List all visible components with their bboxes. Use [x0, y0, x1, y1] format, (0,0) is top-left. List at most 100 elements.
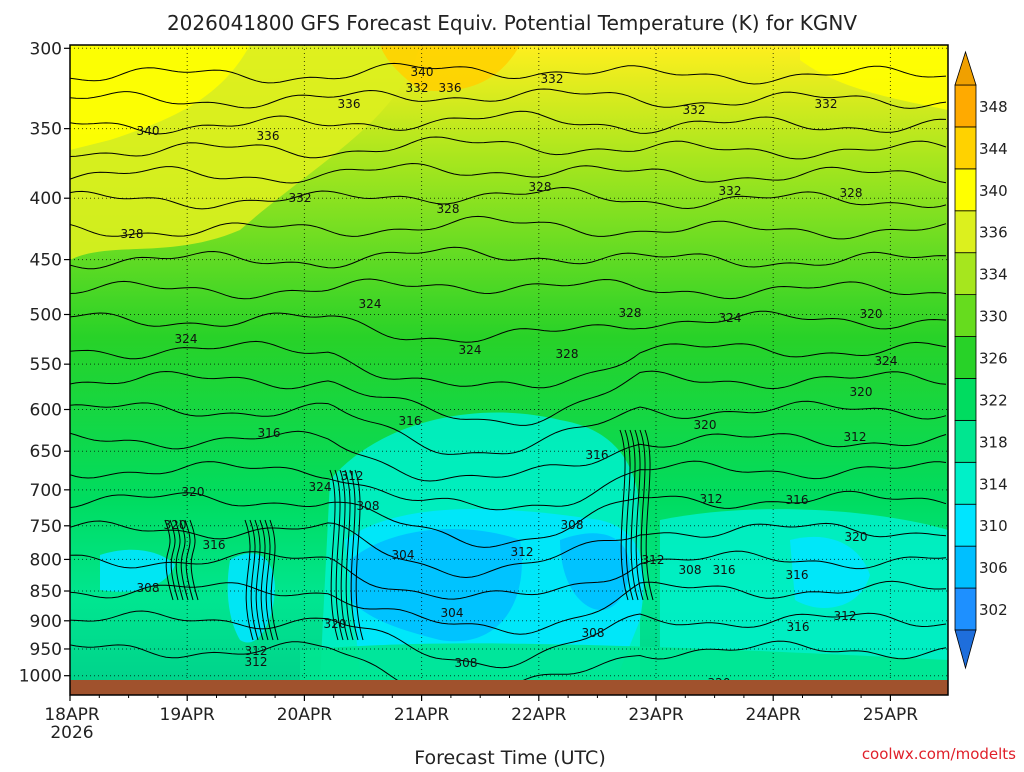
y-tick-label: 400 — [30, 189, 62, 209]
colorbar-segment — [954, 168, 977, 212]
contour-line — [70, 162, 947, 184]
y-tick-label: 900 — [30, 612, 62, 632]
contour-label: 312 — [700, 492, 723, 506]
contour-line — [70, 370, 947, 426]
contour-label: 320 — [694, 418, 717, 432]
contour-line — [624, 429, 634, 601]
contour-line — [249, 519, 259, 641]
contour-label: 312 — [642, 553, 665, 567]
upper-hot-patch — [380, 45, 520, 91]
colorbar-segment — [954, 126, 977, 170]
colorbar-segment — [954, 545, 977, 589]
contour-label: 328 — [840, 186, 863, 200]
x-tick-label: 24APR — [746, 705, 802, 725]
contour-line — [334, 469, 344, 641]
contour-line — [264, 519, 274, 641]
contour-label: 324 — [175, 332, 198, 346]
x-tick-label: 18APR — [44, 705, 100, 725]
contour-label: 320 — [164, 518, 187, 532]
contour-label: 320 — [850, 385, 873, 399]
contour-label: 308 — [561, 518, 584, 532]
y-tick-label: 550 — [30, 355, 62, 375]
contour-label: 332 — [289, 191, 312, 205]
contour-label: 308 — [679, 563, 702, 577]
colorbar-tick-label: 330 — [979, 308, 1008, 326]
contour-line — [70, 490, 947, 548]
contour-line — [329, 469, 339, 641]
contour-label: 340 — [137, 124, 160, 138]
contour-label: 308 — [137, 581, 160, 595]
contour-label: 336 — [257, 129, 280, 143]
contour-line — [70, 310, 947, 343]
y-tick-label: 600 — [30, 401, 62, 421]
colorbar-tick-label: 340 — [979, 182, 1008, 200]
contour-line — [70, 215, 947, 240]
y-tick-label: 350 — [30, 120, 62, 140]
colorbar-segment — [954, 294, 977, 337]
contour-line — [189, 519, 199, 601]
contour-label: 324 — [359, 297, 382, 311]
contour-label: 316 — [586, 448, 609, 462]
contour-line — [70, 550, 947, 600]
contour-label: 324 — [875, 354, 898, 368]
contour-label: 312 — [834, 609, 857, 623]
y-tick-label: 1000 — [19, 667, 62, 687]
contour-line — [70, 430, 947, 482]
low-coldest-core-2 — [560, 533, 630, 610]
contour-label: 316 — [713, 563, 736, 577]
x-tick-label: 22APR — [511, 705, 567, 725]
contour-line — [354, 469, 364, 641]
contour-label: 316 — [786, 493, 809, 507]
colorbar-tick-label: 336 — [979, 224, 1008, 242]
colorbar-tick-label: 334 — [979, 266, 1008, 284]
colorbar-over-arrow — [954, 50, 977, 86]
y-tick-label: 300 — [30, 39, 62, 59]
y-tick-label: 700 — [30, 481, 62, 501]
colorbar-tick-label: 344 — [979, 140, 1008, 158]
contour-line — [70, 400, 947, 455]
colorbar-tick-label: 306 — [979, 559, 1008, 577]
contour-label: 320 — [860, 307, 883, 321]
contour-line — [70, 278, 947, 300]
colorbar-segment — [954, 210, 977, 254]
contour-label: 316 — [399, 414, 422, 428]
contour-label: 308 — [455, 656, 478, 670]
contour-line — [259, 519, 269, 641]
contour-line — [70, 136, 947, 160]
low-cold-patch-far-west — [100, 549, 175, 592]
x-axis-title: Forecast Time (UTC) — [414, 747, 605, 768]
contour-line — [70, 186, 947, 210]
y-tick-label: 650 — [30, 442, 62, 462]
contour-label: 312 — [511, 545, 534, 559]
contour-line — [344, 469, 354, 641]
contour-label: 308 — [357, 499, 380, 513]
contour-line — [634, 429, 644, 601]
y-tick-label: 800 — [30, 550, 62, 570]
contour-line — [70, 88, 947, 109]
contour-label: 340 — [411, 65, 434, 79]
contour-label: 316 — [258, 426, 281, 440]
contour-label: 320 — [845, 530, 868, 544]
colorbar-segment — [954, 84, 977, 128]
contour-label: 332 — [815, 97, 838, 111]
colorbar-segment — [954, 587, 977, 631]
contour-label: 328 — [121, 227, 144, 241]
contour-label: 328 — [619, 306, 642, 320]
contour-line — [619, 429, 629, 601]
contour-label: 320 — [182, 485, 205, 499]
colorbar-tick-label: 326 — [979, 350, 1008, 368]
colorbar-tick-label: 318 — [979, 433, 1008, 451]
x-tick-label: 20APR — [277, 705, 333, 725]
y-tick-label: 750 — [30, 517, 62, 537]
contour-label: 316 — [787, 620, 810, 634]
contour-label: 308 — [582, 626, 605, 640]
contour-label: 336 — [338, 97, 361, 111]
low-cold-patch-east — [790, 536, 870, 608]
contour-line — [70, 340, 947, 389]
contour-line — [70, 520, 947, 579]
contour-line — [349, 469, 359, 641]
x-tick-year: 2026 — [50, 723, 93, 743]
contour-line — [269, 519, 279, 641]
colorbar-tick-label: 314 — [979, 475, 1008, 493]
